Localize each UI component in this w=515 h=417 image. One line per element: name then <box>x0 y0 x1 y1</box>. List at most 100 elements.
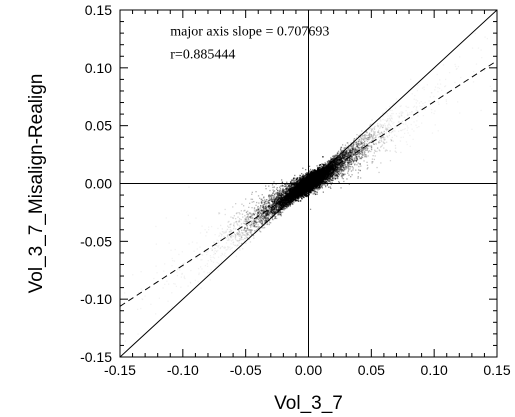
scatter-point <box>265 206 267 209</box>
scatter-point <box>332 158 334 160</box>
scatter-point <box>406 106 408 109</box>
scatter-point <box>354 148 356 150</box>
scatter-point <box>360 142 363 144</box>
scatter-point <box>261 213 263 215</box>
scatter-point <box>373 143 375 145</box>
scatter-point <box>421 87 424 89</box>
scatter-point <box>348 154 350 157</box>
scatter-point <box>232 243 235 246</box>
scatter-point <box>394 134 396 136</box>
scatter-point <box>326 177 328 179</box>
scatter-point <box>260 214 263 216</box>
scatter-point <box>243 229 245 231</box>
scatter-point <box>250 226 252 228</box>
scatter-point <box>213 242 215 244</box>
scatter-point <box>275 198 277 201</box>
scatter-point <box>285 202 288 204</box>
scatter-point <box>336 163 338 165</box>
scatter-point <box>286 204 288 206</box>
scatter-point <box>270 222 272 224</box>
scatter-point <box>329 167 331 169</box>
scatter-point <box>331 162 333 164</box>
scatter-point <box>281 199 283 201</box>
scatter-point <box>279 193 281 196</box>
scatter-point <box>314 186 316 189</box>
scatter-point <box>381 132 384 135</box>
scatter-point <box>254 225 256 227</box>
scatter-point <box>352 154 355 156</box>
scatter-point <box>339 159 341 161</box>
scatter-point <box>326 161 328 163</box>
scatter-point <box>260 220 263 222</box>
scatter-point <box>328 159 330 162</box>
scatter-point <box>331 169 333 171</box>
scatter-point <box>335 167 337 169</box>
scatter-point <box>259 217 261 219</box>
scatter-point <box>231 231 233 234</box>
scatter-point <box>285 199 287 201</box>
scatter-point <box>406 143 408 146</box>
scatter-point <box>325 172 327 174</box>
scatter-point <box>251 223 253 225</box>
scatter-point <box>213 251 215 253</box>
scatter-point <box>330 159 332 161</box>
scatter-point <box>325 165 327 167</box>
scatter-point <box>340 158 342 160</box>
scatter-point <box>330 170 333 172</box>
scatter-point <box>279 210 282 212</box>
scatter-point <box>288 190 290 192</box>
scatter-point <box>283 195 285 197</box>
scatter-point <box>291 188 293 190</box>
scatter-point <box>260 212 262 214</box>
scatter-point <box>339 152 341 155</box>
scatter-point <box>262 211 264 213</box>
scatter-point <box>331 171 333 174</box>
scatter-point <box>268 205 270 208</box>
scatter-point <box>272 210 274 212</box>
scatter-point <box>340 165 342 167</box>
scatter-point <box>349 154 351 156</box>
scatter-point <box>283 200 285 202</box>
scatter-point <box>341 169 343 171</box>
scatter-point <box>244 234 246 236</box>
scatter-point <box>386 112 389 115</box>
scatter-point <box>275 206 278 209</box>
scatter-point <box>292 188 294 190</box>
scatter-point <box>285 194 287 196</box>
scatter-point <box>265 208 267 210</box>
scatter-point <box>287 199 289 201</box>
scatter-point <box>196 257 198 259</box>
scatter-point <box>242 248 244 250</box>
scatter-point <box>270 209 272 211</box>
scatter-point <box>285 195 288 197</box>
scatter-point <box>281 202 283 204</box>
scatter-point <box>245 233 248 235</box>
scatter-point <box>264 217 266 219</box>
scatter-point <box>245 218 248 220</box>
scatter-point <box>286 205 288 207</box>
scatter-point <box>278 192 281 195</box>
scatter-point <box>263 208 265 210</box>
scatter-point <box>236 244 238 246</box>
scatter-point <box>275 202 277 205</box>
scatter-point <box>284 191 286 194</box>
scatter-point <box>272 211 274 213</box>
scatter-point <box>280 208 283 210</box>
scatter-point <box>280 202 282 204</box>
scatter-point <box>338 158 340 160</box>
scatter-point <box>246 232 249 234</box>
scatter-point <box>327 166 329 168</box>
scatter-point <box>328 166 330 169</box>
scatter-point <box>339 164 341 167</box>
scatter-point <box>227 246 229 248</box>
scatter-point <box>353 144 355 147</box>
scatter-point <box>351 158 353 160</box>
scatter-point <box>281 197 284 199</box>
scatter-point <box>231 237 233 239</box>
scatter-point <box>329 168 331 170</box>
scatter-point <box>284 208 286 210</box>
scatter-point <box>336 162 339 165</box>
scatter-point <box>334 168 337 170</box>
scatter-point <box>341 159 343 161</box>
scatter-point <box>286 190 288 192</box>
